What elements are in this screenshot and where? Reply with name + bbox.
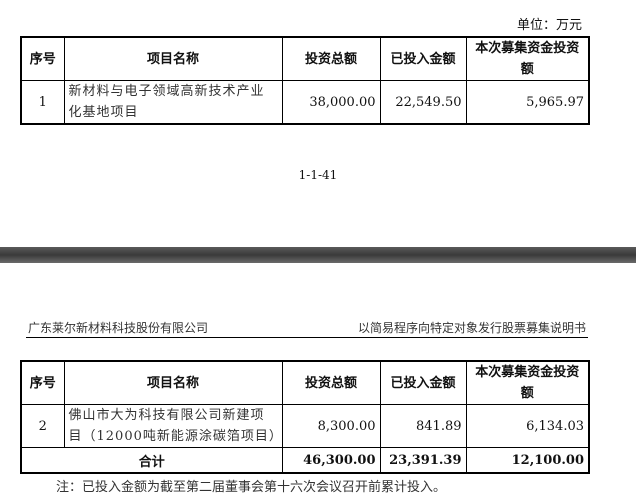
cell-total: 38,000.00	[281, 80, 381, 125]
table-header-row: 序号 项目名称 投资总额 已投入金额 本次募集资金投资额	[20, 36, 590, 81]
col-header-no: 序号	[20, 36, 65, 81]
unit-label: 单位：万元	[516, 18, 582, 33]
header-rule	[26, 337, 588, 338]
col-header-total: 投资总额	[281, 36, 381, 81]
investment-table-1: 序号 项目名称 投资总额 已投入金额 本次募集资金投资额 1 新材料与电子领域高…	[20, 36, 590, 125]
cell-invested: 22,549.50	[379, 80, 467, 125]
investment-table-2: 序号 项目名称 投资总额 已投入金额 本次募集资金投资额 2 佛山市大为科技有限…	[20, 360, 590, 474]
table-row: 1 新材料与电子领域高新技术产业化基地项目 38,000.00 22,549.5…	[20, 80, 590, 125]
cell-no: 2	[20, 404, 65, 448]
total-invested: 23,391.39	[379, 447, 467, 474]
col-header-name: 项目名称	[63, 36, 283, 81]
cell-invested: 841.89	[379, 404, 467, 448]
header-doc-title: 以简易程序向特定对象发行股票募集说明书	[357, 321, 586, 335]
col-header-no: 序号	[20, 360, 65, 405]
total-label: 合计	[20, 447, 283, 474]
table-row: 2 佛山市大为科技有限公司新建项目（12000吨新能源涂碳箔项目） 8,300.…	[20, 404, 590, 448]
cell-name: 新材料与电子领域高新技术产业化基地项目	[63, 80, 283, 125]
col-header-invested: 已投入金额	[379, 360, 467, 405]
total-total: 46,300.00	[281, 447, 381, 474]
page-separator	[0, 247, 636, 263]
col-header-invested: 已投入金额	[379, 36, 467, 81]
table-header-row: 序号 项目名称 投资总额 已投入金额 本次募集资金投资额	[20, 360, 590, 405]
col-header-raise: 本次募集资金投资额	[465, 360, 590, 405]
col-header-name: 项目名称	[63, 360, 283, 405]
cell-no: 1	[20, 80, 65, 125]
cell-raise: 5,965.97	[465, 80, 590, 125]
header-company: 广东莱尔新材料科技股份有限公司	[28, 321, 209, 335]
total-row: 合计 46,300.00 23,391.39 12,100.00	[20, 447, 590, 474]
page-number: 1-1-41	[298, 168, 338, 182]
cell-raise: 6,134.03	[465, 404, 590, 448]
footnote: 注：已投入金额为截至第二届董事会第十六次会议召开前累计投入。	[56, 480, 447, 495]
col-header-raise: 本次募集资金投资额	[465, 36, 590, 81]
total-raise: 12,100.00	[465, 447, 590, 474]
cell-name: 佛山市大为科技有限公司新建项目（12000吨新能源涂碳箔项目）	[63, 404, 283, 448]
cell-total: 8,300.00	[281, 404, 381, 448]
col-header-total: 投资总额	[281, 360, 381, 405]
